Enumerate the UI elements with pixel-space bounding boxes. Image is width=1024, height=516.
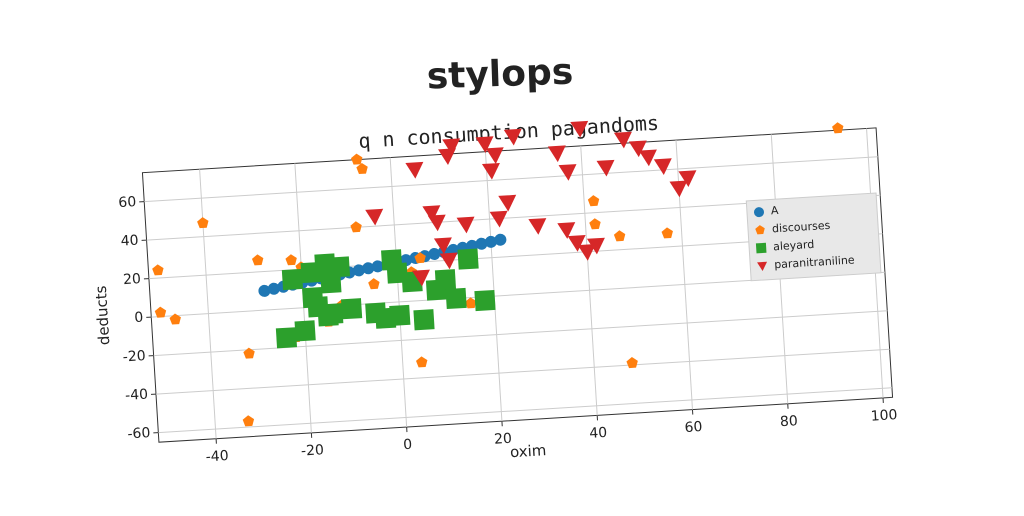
y-axis-label: deducts: [92, 285, 114, 346]
x-tick-label: 0: [403, 437, 413, 454]
legend-label: aleyard: [773, 238, 815, 253]
point: [341, 298, 362, 319]
legend-label: A: [771, 204, 780, 217]
point: [322, 303, 343, 324]
point: [474, 290, 495, 311]
point: [389, 305, 410, 326]
y-tick-label: 20: [123, 271, 142, 288]
x-tick-label: 80: [779, 413, 798, 430]
y-tick-label: -60: [127, 425, 151, 442]
point: [276, 327, 297, 348]
point: [435, 269, 456, 290]
x-tick-label: 100: [870, 407, 898, 425]
x-axis-label: oxim: [509, 441, 546, 461]
plot: q n consumption pagandoms oxim deducts -…: [83, 97, 899, 486]
y-tick-label: 0: [134, 310, 144, 327]
x-tick-label: 60: [684, 419, 703, 436]
legend-marker: [756, 243, 767, 254]
point: [446, 288, 467, 309]
point: [295, 320, 316, 341]
point: [458, 248, 479, 269]
y-tick-label: -20: [122, 348, 146, 365]
x-tick-label: 40: [589, 425, 608, 442]
point: [329, 256, 350, 277]
y-tick-label: 40: [120, 233, 139, 250]
chart-title: stylops: [426, 51, 574, 97]
x-tick-label: -40: [205, 448, 229, 465]
x-tick-label: -20: [301, 442, 325, 459]
y-tick-label: -40: [125, 387, 149, 404]
x-tick-label: 20: [494, 431, 513, 448]
y-tick-label: 60: [118, 194, 137, 211]
point: [413, 309, 434, 330]
point: [282, 269, 303, 290]
